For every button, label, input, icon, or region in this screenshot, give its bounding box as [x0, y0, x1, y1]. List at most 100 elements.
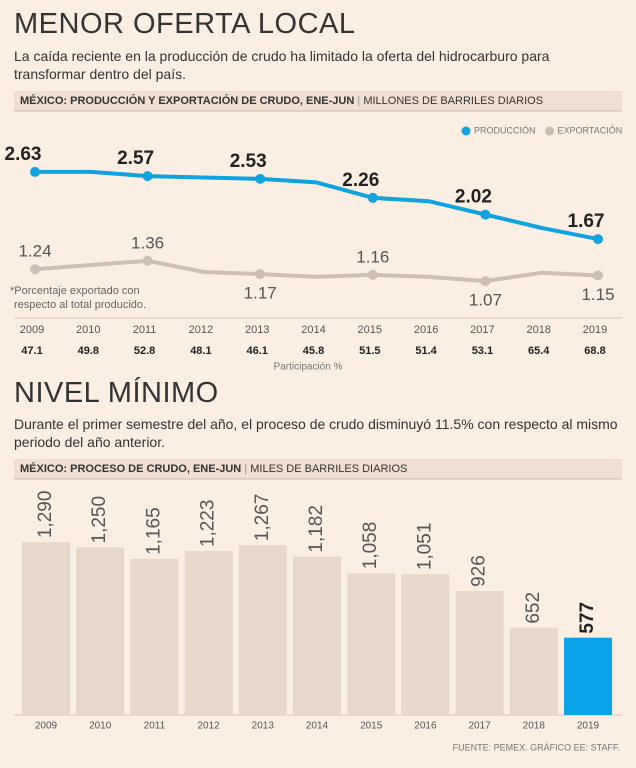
participation-value: 53.1 — [472, 345, 493, 357]
header: MÉXICO: PRODUCCIÓN Y EXPORTACIÓN DE CRUD… — [20, 94, 543, 107]
data-label: 1.16 — [356, 247, 389, 266]
data-label: 1.67 — [568, 211, 605, 232]
bar — [130, 558, 179, 715]
data-label: 1,165 — [143, 507, 164, 555]
participation-value: 49.8 — [78, 345, 99, 357]
x-tick-label: 2009 — [35, 721, 58, 732]
point — [255, 173, 266, 184]
data-label: 1.15 — [581, 285, 614, 304]
data-label: 2.26 — [342, 170, 379, 191]
x-tick-label: 2014 — [306, 721, 329, 732]
x-tick-label: 2014 — [301, 324, 325, 336]
title: MENOR OFERTA LOCAL — [14, 8, 356, 40]
participation-value: 52.8 — [134, 345, 155, 357]
x-tick-label: 2015 — [358, 324, 382, 336]
participation-value: 45.8 — [303, 345, 324, 357]
header-units: MILES DE BARRILES DIARIOS — [250, 463, 407, 475]
data-label: 1,058 — [360, 522, 381, 570]
point — [30, 166, 40, 177]
data-label: 1,051 — [414, 523, 435, 571]
x-tick-label: 2017 — [468, 721, 491, 732]
header-text: MÉXICO: PROCESO DE CRUDO, ENE-JUN — [20, 462, 241, 475]
x-tick-label: 2019 — [583, 324, 607, 336]
x-tick-label: 2010 — [76, 324, 100, 336]
x-tick-label: 2016 — [414, 324, 438, 336]
bar — [184, 551, 233, 715]
point — [142, 171, 153, 182]
data-label: 1.07 — [469, 291, 502, 310]
data-label: 577 — [577, 602, 598, 634]
header-bar — [14, 91, 622, 111]
data-label: 2.02 — [455, 187, 492, 208]
data-label: 1,182 — [306, 505, 327, 553]
legend-swatch — [545, 126, 555, 136]
annotation-line: *Porcentaje exportado con — [10, 285, 140, 297]
header: MÉXICO: PROCESO DE CRUDO, ENE-JUN | MILE… — [20, 462, 407, 475]
participation-value: 65.4 — [528, 345, 550, 357]
bar — [238, 545, 287, 715]
point — [593, 270, 603, 281]
legend-swatch — [461, 126, 471, 136]
bar — [347, 573, 396, 715]
participation-value: 51.4 — [415, 345, 437, 357]
data-label: 926 — [469, 555, 490, 587]
legend-label: PRODUCCIÓN — [474, 125, 536, 135]
participation-value: 68.8 — [584, 345, 605, 357]
bar — [293, 556, 341, 715]
title: NIVEL MÍNIMO — [14, 377, 219, 409]
participation-value: 47.1 — [21, 345, 42, 357]
bar — [455, 590, 504, 715]
data-label: 652 — [523, 592, 544, 624]
participation-label: Participación % — [274, 362, 343, 373]
x-tick-label: 2019 — [577, 721, 600, 732]
subtitle: Durante el primer semestre del año, el p… — [14, 416, 618, 450]
data-label: 1,290 — [35, 491, 56, 539]
data-label: 2.53 — [230, 151, 267, 172]
footer: FUENTE: PEMEX. GRÁFICO EE: STAFF. — [453, 742, 620, 752]
participation-value: 51.5 — [359, 345, 380, 357]
series-line — [35, 169, 599, 242]
point — [593, 234, 603, 245]
x-tick-label: 2010 — [89, 721, 112, 732]
point — [255, 269, 266, 280]
bar — [509, 627, 558, 715]
bar — [76, 547, 125, 715]
x-tick-label: 2016 — [414, 721, 437, 732]
x-tick-label: 2017 — [470, 324, 494, 336]
data-label: 2.57 — [117, 148, 154, 169]
participation-value: 48.1 — [190, 345, 211, 357]
data-label: 2.63 — [5, 144, 42, 165]
data-label: 1.24 — [18, 242, 51, 261]
separator: | — [354, 95, 363, 107]
header-units: MILLONES DE BARRILES DIARIOS — [363, 95, 543, 107]
x-tick-label: 2013 — [252, 721, 275, 732]
x-tick-label: 2011 — [133, 324, 157, 336]
data-label: 1.17 — [244, 284, 277, 303]
data-label: 1.36 — [131, 233, 164, 252]
header-bar — [14, 459, 622, 479]
data-label: 1,223 — [198, 500, 219, 548]
bar — [564, 637, 612, 715]
point — [142, 255, 153, 266]
separator: | — [241, 463, 250, 475]
bar — [401, 574, 450, 715]
point — [367, 269, 378, 280]
point — [480, 209, 491, 220]
point — [367, 192, 378, 203]
x-tick-label: 2012 — [189, 324, 213, 336]
data-label: 1,250 — [89, 496, 110, 544]
x-tick-label: 2015 — [360, 721, 383, 732]
x-tick-label: 2012 — [197, 721, 220, 732]
header-text: MÉXICO: PRODUCCIÓN Y EXPORTACIÓN DE CRUD… — [20, 94, 354, 107]
x-tick-label: 2011 — [144, 721, 166, 732]
point — [480, 276, 491, 287]
annotation-line: respecto al total producido. — [14, 299, 146, 311]
annotation: *Porcentaje exportado con respecto al tot… — [10, 285, 146, 311]
subtitle: La caída reciente en la producción de cr… — [14, 48, 550, 82]
x-tick-label: 2009 — [20, 324, 44, 336]
x-tick-label: 2013 — [245, 324, 269, 336]
legend-label: EXPORTACIÓN — [558, 125, 623, 135]
series-line — [34, 258, 599, 284]
